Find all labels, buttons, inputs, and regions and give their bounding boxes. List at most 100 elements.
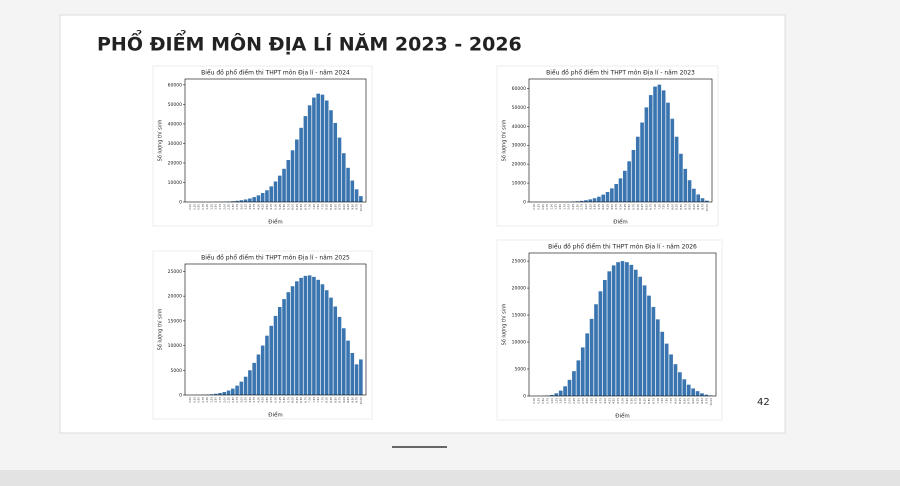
bar xyxy=(623,170,627,202)
y-tick-label: 5000 xyxy=(171,368,183,374)
bar xyxy=(324,100,329,202)
x-tick-label: 9.25 xyxy=(346,204,350,210)
bar xyxy=(235,385,239,395)
y-tick-label: 0 xyxy=(179,393,182,399)
bar xyxy=(629,264,634,396)
bar xyxy=(231,201,235,202)
bar xyxy=(651,306,656,396)
bar xyxy=(359,196,363,202)
plot-frame xyxy=(184,263,367,396)
x-tick-label: 2.75 xyxy=(580,204,584,210)
x-axis-label: Điểm xyxy=(613,219,628,226)
bar xyxy=(679,153,683,202)
y-tick-label: 0 xyxy=(523,200,526,206)
page-number: 42 xyxy=(757,397,770,408)
x-tick-label: 5.75 xyxy=(286,204,290,210)
bar xyxy=(695,391,700,396)
bar xyxy=(359,359,363,395)
bar xyxy=(691,388,695,396)
x-tick-label: 1.25 xyxy=(209,397,213,403)
y-tick-label: 20000 xyxy=(512,286,526,292)
bar xyxy=(231,388,235,395)
x-tick-label: 8.00 xyxy=(325,397,329,403)
x-tick-label: 2.25 xyxy=(572,398,576,404)
y-axis-label: Số lượng thí sinh xyxy=(501,304,508,346)
x-tick-label: 1.75 xyxy=(218,204,222,210)
y-tick-label: 15000 xyxy=(168,318,182,324)
plot-frame xyxy=(184,78,367,203)
x-tick-label: 0.75 xyxy=(201,204,205,210)
bar xyxy=(687,180,692,202)
y-tick-label: 60000 xyxy=(168,82,182,88)
bar xyxy=(674,136,679,202)
x-tick-label: 9.75 xyxy=(355,204,359,210)
y-tick-label: 30000 xyxy=(512,143,526,149)
bar xyxy=(558,390,563,396)
x-tick-label: 5.00 xyxy=(621,398,625,404)
bar xyxy=(265,190,269,202)
x-tick-label: 1.00 xyxy=(550,398,554,404)
y-tick-label: 20000 xyxy=(512,162,526,168)
bar xyxy=(312,97,316,202)
x-tick-label: 8.25 xyxy=(329,204,333,210)
bar xyxy=(295,139,299,202)
plot-frame xyxy=(528,252,717,397)
x-tick-label: 0.50 xyxy=(197,397,201,403)
x-tick-label: 6.50 xyxy=(299,397,303,403)
bar xyxy=(618,178,623,202)
bar xyxy=(576,360,581,396)
x-tick-label: 2.50 xyxy=(575,204,579,210)
y-tick-label: 40000 xyxy=(168,121,182,127)
x-tick-label: 0.25 xyxy=(536,204,540,210)
bar xyxy=(235,200,239,202)
bar xyxy=(594,304,598,396)
bar xyxy=(580,347,585,396)
x-tick-label: 2.75 xyxy=(581,398,585,404)
y-tick-label: 0 xyxy=(179,200,182,206)
bar xyxy=(602,279,607,396)
x-tick-label: 3.50 xyxy=(593,204,597,210)
bar xyxy=(277,307,282,395)
x-tick-label: 6.00 xyxy=(636,204,640,210)
x-tick-label: 4.50 xyxy=(612,398,616,404)
x-tick-label: 9.25 xyxy=(692,204,696,210)
x-tick-label: 5.00 xyxy=(274,397,278,403)
x-tick-label: 10.00 xyxy=(359,204,363,212)
x-tick-label: 9.75 xyxy=(704,398,708,404)
bar xyxy=(664,343,669,396)
x-tick-label: 6.50 xyxy=(299,204,303,210)
y-tick-label: 5000 xyxy=(515,367,527,373)
bar xyxy=(286,160,291,202)
x-tick-label: 3.00 xyxy=(239,204,243,210)
x-tick-label: 6.50 xyxy=(644,204,648,210)
bar xyxy=(635,136,640,202)
y-tick-label: 10000 xyxy=(168,343,182,349)
x-tick-label: 3.25 xyxy=(244,204,248,210)
bar xyxy=(307,105,312,202)
bar xyxy=(682,379,687,396)
x-tick-label: 8.00 xyxy=(670,204,674,210)
y-tick-label: 20000 xyxy=(168,294,182,300)
x-tick-label: 0.00 xyxy=(532,398,536,404)
x-tick-label: 3.50 xyxy=(594,398,598,404)
y-tick-label: 30000 xyxy=(168,141,182,147)
y-tick-label: 40000 xyxy=(512,124,526,130)
x-tick-label: 8.25 xyxy=(329,397,333,403)
x-axis-label: Điểm xyxy=(615,413,630,420)
x-tick-label: 5.75 xyxy=(634,398,638,404)
bar xyxy=(601,194,606,202)
x-tick-label: 0.25 xyxy=(192,397,196,403)
bar xyxy=(260,193,265,202)
x-tick-label: 1.50 xyxy=(558,204,562,210)
x-tick-label: 2.00 xyxy=(567,204,571,210)
bar xyxy=(705,200,709,202)
x-tick-label: 3.50 xyxy=(248,204,252,210)
x-tick-label: 8.75 xyxy=(338,204,342,210)
bar xyxy=(243,199,248,202)
bar xyxy=(354,189,359,202)
bar xyxy=(342,153,346,202)
x-tick-label: 8.00 xyxy=(673,398,677,404)
bar xyxy=(642,285,647,396)
